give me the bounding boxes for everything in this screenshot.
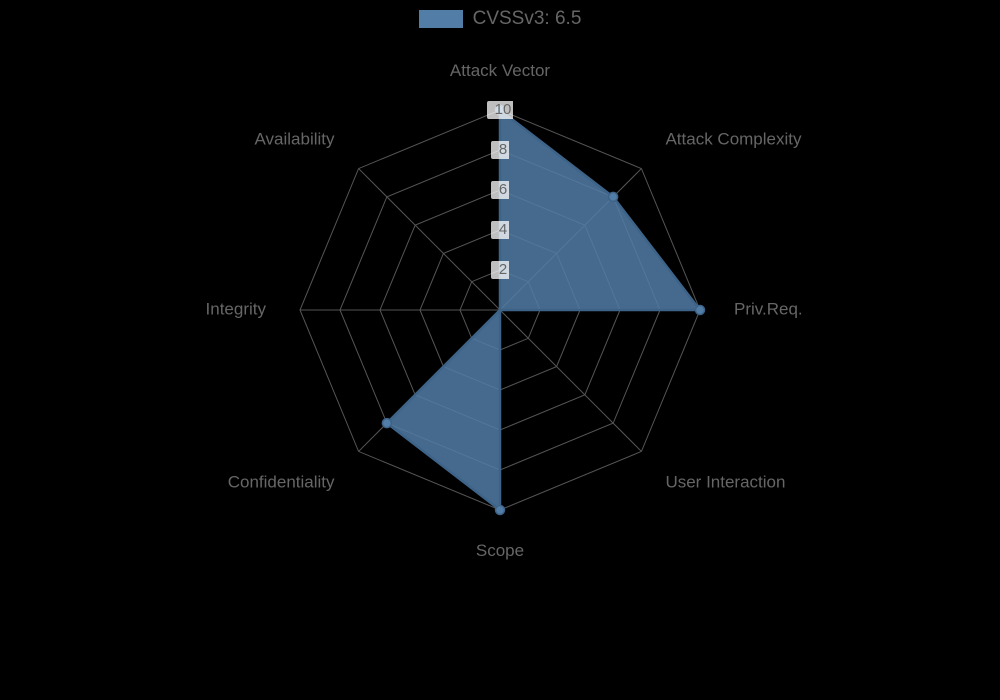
tick-label: 8 — [491, 141, 509, 159]
tick-label: 10 — [487, 101, 513, 119]
axis-label: User Interaction — [665, 472, 785, 491]
tick-label: 2 — [491, 261, 509, 279]
tick-label: 4 — [491, 221, 509, 239]
legend-label: CVSSv3: 6.5 — [473, 8, 582, 30]
legend-swatch — [419, 10, 463, 28]
axis-label: Confidentiality — [228, 472, 335, 491]
axis-label: Availability — [255, 130, 336, 149]
chart-legend: CVSSv3: 6.5 — [0, 8, 1000, 33]
axis-label: Attack Vector — [450, 61, 550, 80]
axis-label: Priv.Req. — [734, 299, 803, 318]
axis-label: Scope — [476, 541, 524, 560]
axis-label: Attack Complexity — [665, 130, 802, 149]
radar-chart: 2 4 6 8 10 Attack Vector Attack Complexity Priv… — [0, 0, 1000, 700]
tick-label: 6 — [491, 181, 509, 199]
axis-label: Integrity — [206, 299, 267, 318]
